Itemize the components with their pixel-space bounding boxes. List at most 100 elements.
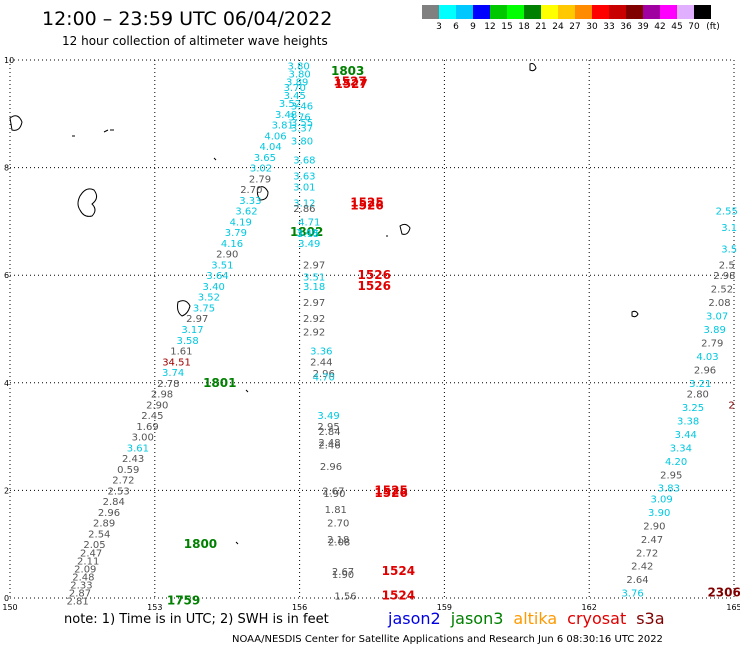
island-outline [256, 186, 269, 201]
wave-height-value: 3.58 [176, 336, 198, 347]
wave-height-value: 1.90 [332, 570, 354, 581]
wave-height-value: 2.95 [660, 470, 682, 481]
map-title: 12:00 – 23:59 UTC 06/04/2022 [42, 8, 333, 30]
legend-label: 36 [620, 22, 632, 32]
legend-label: 39 [637, 22, 649, 32]
y-tick-label: 2 [4, 486, 9, 495]
wave-height-value: 3.5 [721, 244, 737, 255]
legend-label: 18 [518, 22, 530, 32]
satellite-name: altika [513, 609, 558, 628]
x-tick-label: 153 [147, 603, 162, 612]
wave-height-value: 4.20 [665, 457, 687, 468]
wave-height-value: 2.08 [708, 298, 730, 309]
map-grid [9, 59, 735, 599]
legend-swatch [456, 5, 473, 19]
pass-time-label: 1526 [358, 279, 391, 293]
pass-time-label: 1525 [350, 196, 383, 210]
wave-height-value: 3.00 [132, 433, 154, 444]
x-tick-label: 162 [582, 603, 597, 612]
wave-height-value: 2.97 [303, 298, 325, 309]
pass-time-label: 1526 [350, 198, 383, 212]
wave-height-value: 4.16 [221, 239, 243, 250]
legend-label: 3 [436, 22, 442, 32]
wave-height-value: 2.33 [70, 581, 92, 592]
wave-height-value: 2.11 [77, 556, 99, 567]
credit-line: NOAA/NESDIS Center for Satellite Applica… [232, 634, 663, 645]
wave-height-value: 4.70 [313, 372, 335, 383]
wave-height-value: 4.04 [260, 142, 282, 153]
wave-height-value: 3.49 [298, 239, 320, 250]
legend-swatch [575, 5, 592, 19]
wave-height-value: 4.03 [696, 352, 718, 363]
legend-label: 6 [453, 22, 459, 32]
wave-height-value: 3.55 [291, 118, 313, 129]
island-outline [77, 188, 98, 217]
wave-height-value: 3.76 [622, 589, 644, 600]
wave-height-value: 2.81 [66, 597, 88, 608]
wave-height-value: 3.09 [650, 494, 672, 505]
map-subtitle: 12 hour collection of altimeter wave hei… [62, 34, 328, 48]
legend-label: 45 [671, 22, 683, 32]
wave-height-value: 3.61 [127, 443, 149, 454]
x-tick-label: 159 [437, 603, 452, 612]
pass-time-label: 1527 [334, 77, 367, 91]
wave-height-value: 3.62 [235, 207, 257, 218]
wave-height-value: 3.1 [721, 223, 737, 234]
wave-height-value: 2.79 [249, 174, 271, 185]
y-tick-label: 4 [4, 379, 9, 388]
wave-height-value: 2.80 [687, 390, 709, 401]
y-tick-label: 0 [4, 594, 9, 603]
wave-height-value: 3.07 [706, 312, 728, 323]
wave-height-value: 2.05 [83, 540, 105, 551]
wave-height-value: 2.70 [327, 519, 349, 530]
satellite-legend: jason2 jason3 altika cryosat s3a [388, 609, 675, 628]
footnote: note: 1) Time is in UTC; 2) SWH is in fe… [64, 612, 329, 627]
wave-height-value: 3.80 [291, 137, 313, 148]
legend-label: 24 [552, 22, 564, 32]
wave-height-value: 3.89 [704, 325, 726, 336]
pass-time-label: 1803 [331, 64, 364, 78]
satellite-name: s3a [636, 609, 665, 628]
wave-height-value: 2.72 [112, 476, 134, 487]
wave-height-value: 4.19 [230, 217, 252, 228]
pass-time-label: 1759 [167, 594, 200, 608]
wave-height-value: 2.84 [103, 497, 125, 508]
wave-height-value: 1.90 [323, 489, 345, 500]
wave-height-value: 3.79 [225, 228, 247, 239]
wave-height-value: 2.96 [98, 508, 120, 519]
wave-height-value: 2.84 [318, 427, 340, 438]
wave-height-value: 2.97 [303, 260, 325, 271]
wave-height-value: 2.09 [74, 564, 96, 575]
legend-swatch [507, 5, 524, 19]
wave-height-value: 3.17 [181, 325, 203, 336]
wave-height-value: 3.02 [250, 164, 272, 175]
wave-height-value: 2.53 [107, 486, 129, 497]
wave-height-value: 3.70 [284, 83, 306, 94]
island-outline [529, 63, 537, 72]
wave-height-value: 2.90 [643, 521, 665, 532]
pass-time-label: 2306 [707, 586, 740, 600]
wave-height-value: 2.48 [318, 438, 340, 449]
wave-height-value: 2.46 [318, 441, 340, 452]
wave-height-value: 1.56 [334, 591, 356, 602]
wave-height-value: 3.12 [293, 199, 315, 210]
wave-height-value: 2.18 [327, 535, 349, 546]
wave-height-value: 2.86 [293, 204, 315, 215]
pass-time-label: 1524 [382, 564, 415, 578]
legend-label: 70 [688, 22, 700, 32]
wave-height-value: 2.78 [157, 379, 179, 390]
wave-height-value: 3.75 [193, 303, 215, 314]
legend-swatch [541, 5, 558, 19]
wave-height-value: 3.38 [677, 416, 699, 427]
wave-height-value: 3.44 [675, 430, 697, 441]
wave-height-value: 2.97 [186, 314, 208, 325]
wave-height-value: 3.52 [198, 293, 220, 304]
legend-swatch [609, 5, 626, 19]
wave-height-value: 3.37 [291, 123, 313, 134]
wave-height-value: 3.48 [275, 110, 297, 121]
wave-height-value: 2.92 [303, 314, 325, 325]
legend-swatch [660, 5, 677, 19]
wave-height-value: 2 [728, 400, 734, 411]
island-outline [177, 300, 191, 317]
